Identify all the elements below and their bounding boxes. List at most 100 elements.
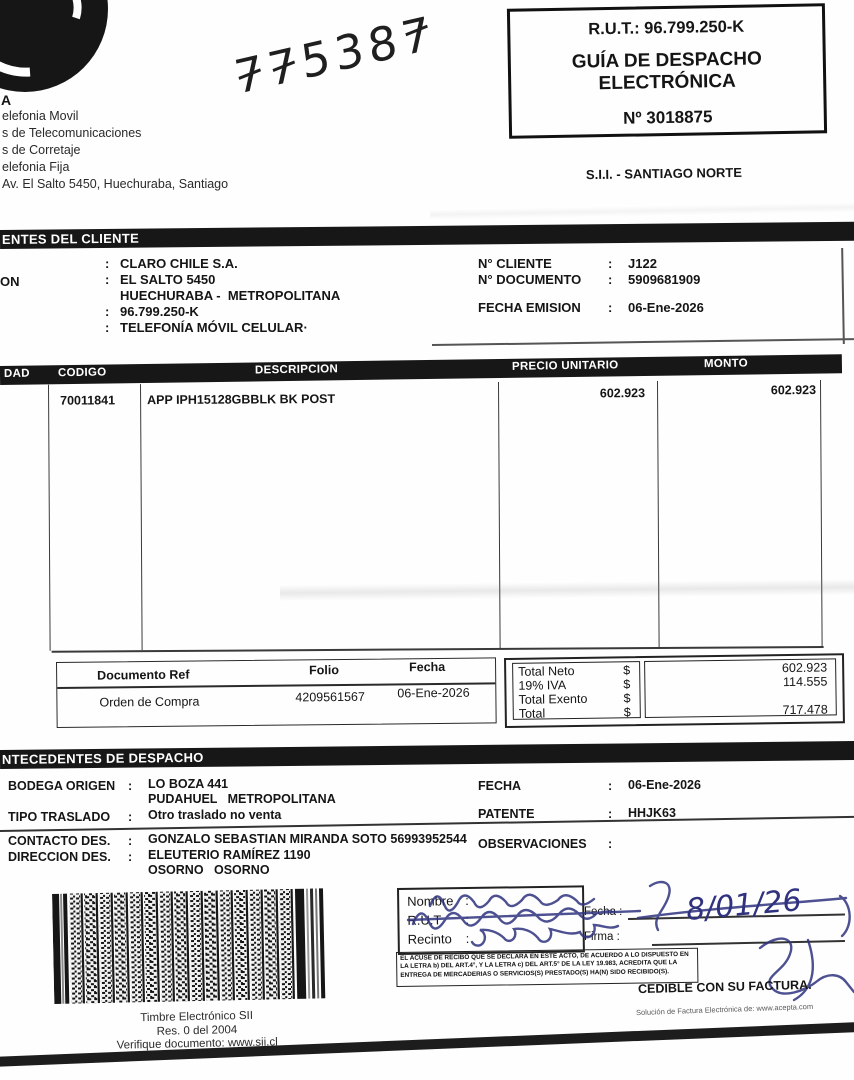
client-rut: 96.799.250-K xyxy=(120,304,199,319)
bodega-origen-label: BODEGA ORIGEN xyxy=(8,779,116,793)
field-sep: : xyxy=(128,779,133,793)
ref-doc-value: Orden de Compra xyxy=(99,694,200,710)
totals-box: Total Neto $ 19% IVA $ Total Exento $ To… xyxy=(504,653,845,728)
patente-label: PATENTE xyxy=(478,807,535,821)
table-column-line xyxy=(819,379,823,646)
client-name: CLARO CHILE S.A. xyxy=(120,256,238,271)
handwritten-number: 775387 xyxy=(230,5,439,105)
scan-crease xyxy=(429,202,854,220)
client-label-fragment: ON xyxy=(0,274,20,289)
ref-header-fecha: Fecha xyxy=(409,659,446,675)
dispatch-fecha-value: 06-Ene-2026 xyxy=(628,778,701,792)
field-sep: : xyxy=(608,807,613,821)
direccion-des-city: OSORNO OSORNO xyxy=(148,863,270,877)
sii-office: S.I.I. - SANTIAGO NORTE xyxy=(585,164,743,183)
table-column-line xyxy=(497,381,501,648)
client-section-header: ENTES DEL CLIENTE xyxy=(0,221,854,249)
client-city: HUECHURABA - METROPOLITANA xyxy=(120,288,341,303)
rut-number: R.U.T.: 96.799.250-K xyxy=(588,17,745,39)
ref-header-folio: Folio xyxy=(309,663,340,678)
observaciones-label: OBSERVACIONES xyxy=(478,837,587,851)
ref-folio-value: 4209561567 xyxy=(295,689,365,705)
client-row-sep: : xyxy=(105,304,110,319)
ref-header-doc: Documento Ref xyxy=(97,667,190,683)
meta-sep: : xyxy=(608,300,613,315)
company-line: Av. El Salto 5450, Huechuraba, Santiago xyxy=(2,177,229,191)
document-number: Nº 3018875 xyxy=(622,107,713,128)
rut-stamp-box: R.U.T.: 96.799.250-K GUÍA DE DESPACHO EL… xyxy=(506,3,828,139)
table-bottom-line xyxy=(51,645,824,653)
contacto-des-label: CONTACTO DES. xyxy=(8,834,111,848)
item-descripcion: APP IPH15128GBBLK BK POST xyxy=(147,391,336,408)
currency-sign: $ xyxy=(623,705,631,720)
item-codigo: 70011841 xyxy=(60,393,116,408)
field-sep: : xyxy=(128,834,133,848)
col-codigo: CODIGO xyxy=(57,366,107,380)
total-neto-label: Total Neto xyxy=(518,664,575,679)
claro-logo-icon xyxy=(0,0,108,92)
pdf417-barcode-icon xyxy=(52,888,326,1004)
items-table-body: 70011841 APP IPH15128GBBLK BK POST 602.9… xyxy=(0,379,854,655)
client-giro: TELEFONÍA MÓVIL CELULAR· xyxy=(120,320,308,335)
currency-sign: $ xyxy=(623,677,631,692)
direccion-des-label: DIRECCION DES. xyxy=(8,850,111,864)
legal-text: EL ACUSE DE RECIBO QUE SE DECLARA EN EST… xyxy=(400,950,689,979)
field-sep: : xyxy=(608,837,613,851)
handwritten-ink xyxy=(406,880,854,1002)
currency-sign: $ xyxy=(623,691,631,706)
iva-label: 19% IVA xyxy=(518,678,567,693)
table-column-line xyxy=(47,384,51,651)
totals-values-box: 602.923 114.555 717.478 xyxy=(644,658,837,719)
client-row-sep: : xyxy=(105,256,110,271)
bodega-origen-value: LO BOZA 441 xyxy=(148,777,229,791)
col-precio-unitario: PRECIO UNITARIO xyxy=(511,359,619,373)
company-info: elefonia Movil s de Telecomunicaciones s… xyxy=(2,108,228,193)
ref-fecha-value: 06-Ene-2026 xyxy=(397,685,470,701)
sii-stamp: Timbre Electrónico SII Res. 0 del 2004 V… xyxy=(52,887,339,1054)
item-monto: 602.923 xyxy=(770,383,817,398)
patente-value: HHJK63 xyxy=(628,806,676,820)
client-number-value: J122 xyxy=(628,256,657,271)
client-section-title: ENTES DEL CLIENTE xyxy=(1,230,140,247)
dispatch-section-header: NTECEDENTES DE DESPACHO xyxy=(0,741,854,769)
reference-table: Documento Ref Folio Fecha Orden de Compr… xyxy=(56,657,497,728)
meta-sep: : xyxy=(608,256,613,271)
bodega-origen-city: PUDAHUEL METROPOLITANA xyxy=(148,792,336,806)
client-number-label: N° CLIENTE xyxy=(478,256,552,271)
meta-sep: : xyxy=(608,272,613,287)
col-cantidad: DAD xyxy=(3,367,30,380)
document-number-label: N° DOCUMENTO xyxy=(478,272,582,287)
company-line: s de Corretaje xyxy=(2,143,81,157)
logo-text-fragment: A xyxy=(1,92,12,108)
contacto-des-value: GONZALO SEBASTIAN MIRANDA SOTO 569939525… xyxy=(148,832,467,846)
emission-date-label: FECHA EMISION xyxy=(478,300,581,315)
client-address: EL SALTO 5450 xyxy=(120,272,216,287)
dispatch-section-title: NTECEDENTES DE DESPACHO xyxy=(1,749,204,767)
col-monto: MONTO xyxy=(703,357,749,371)
client-box-right-border xyxy=(841,247,845,345)
total-label: Total xyxy=(518,706,546,721)
client-row-sep: : xyxy=(105,320,110,335)
item-precio-unitario: 602.923 xyxy=(599,386,646,401)
col-descripcion: DESCRIPCION xyxy=(254,363,339,377)
client-row-sep: : xyxy=(105,272,110,287)
document-type-line2: ELECTRÓNICA xyxy=(598,70,736,95)
direccion-des-value: ELEUTERIO RAMÍREZ 1190 xyxy=(148,848,311,862)
currency-sign: $ xyxy=(623,663,631,678)
field-sep: : xyxy=(608,779,613,793)
company-line: s de Telecomunicaciones xyxy=(2,126,142,140)
company-line: elefonia Movil xyxy=(2,109,79,123)
company-line: elefonia Fija xyxy=(2,160,70,174)
total-exento-label: Total Exento xyxy=(518,691,588,707)
totals-labels-box: Total Neto $ 19% IVA $ Total Exento $ To… xyxy=(512,661,641,721)
client-box-bottom-border xyxy=(431,338,854,346)
emission-date-value: 06-Ene-2026 xyxy=(628,300,704,315)
tipo-traslado-value: Otro traslado no venta xyxy=(148,808,282,822)
total-value: 717.478 xyxy=(782,702,828,718)
tipo-traslado-label: TIPO TRASLADO xyxy=(8,810,111,824)
iva-value: 114.555 xyxy=(783,674,828,690)
table-column-line xyxy=(656,380,660,647)
field-sep: : xyxy=(128,850,133,864)
dispatch-fecha-label: FECHA xyxy=(478,779,522,793)
